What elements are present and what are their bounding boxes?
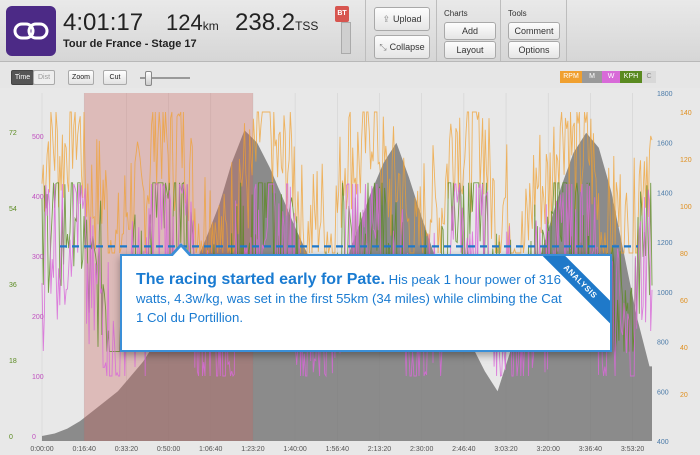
collapse-button[interactable]: ⤡ Collapse: [374, 35, 430, 59]
analysis-ribbon: ANALYSIS: [540, 256, 610, 326]
cadence-tick-label: 60: [680, 298, 688, 305]
x-tick-label: 0:50:00: [157, 446, 180, 453]
legend-c-toggle[interactable]: C: [642, 71, 656, 83]
ride-title: Tour de France - Stage 17: [63, 38, 197, 50]
upload-icon: ⇪: [382, 14, 390, 24]
x-tick-label: 1:40:00: [283, 446, 306, 453]
power-tick-label: 500: [32, 134, 44, 141]
ride-distance: 124km: [166, 10, 219, 36]
callout-body: His peak 1 hour power of 316 watts, 4.3w…: [136, 272, 562, 325]
power-tick-label: 0: [32, 434, 36, 441]
elevation-tick-label: 400: [657, 439, 669, 446]
cut-button[interactable]: Cut: [103, 70, 127, 85]
cadence-tick-label: 80: [680, 251, 688, 258]
power-tick-label: 100: [32, 374, 44, 381]
cadence-tick-label: 20: [680, 392, 688, 399]
upload-label: Upload: [393, 14, 422, 24]
bt-tag-icon[interactable]: BT: [335, 6, 349, 22]
elevation-tick-label: 1000: [657, 290, 673, 297]
top-bar: 4:01:17 124km 238.2TSS Tour de France - …: [0, 0, 700, 62]
divider: [436, 0, 437, 61]
cadence-tick-label: 140: [680, 110, 692, 117]
power-tick-label: 400: [32, 194, 44, 201]
tss-unit: TSS: [295, 19, 319, 33]
add-chart-button[interactable]: Add: [444, 22, 496, 40]
zoom-slider-handle[interactable]: [144, 71, 152, 86]
chain-link-logo: [6, 6, 56, 56]
elevation-tick-label: 1400: [657, 190, 673, 197]
tss-value: 238.2: [235, 9, 296, 36]
ribbon-wrapper: ANALYSIS: [540, 256, 610, 326]
elevation-tick-label: 800: [657, 340, 669, 347]
elevation-tick-label: 1800: [657, 91, 673, 98]
callout-headline: The racing started early for Pate.: [136, 271, 385, 288]
x-tick-label: 0:16:40: [73, 446, 96, 453]
comment-button[interactable]: Comment: [508, 22, 560, 40]
speed-tick-label: 18: [9, 358, 17, 365]
speed-tick-label: 72: [9, 130, 17, 137]
analysis-callout: The racing started early for Pate. His p…: [120, 243, 612, 352]
x-tick-label: 2:13:20: [368, 446, 391, 453]
cadence-tick-label: 40: [680, 345, 688, 352]
x-tick-label: 1:23:20: [241, 446, 264, 453]
speed-tick-label: 36: [9, 282, 17, 289]
x-tick-label: 3:53:20: [621, 446, 644, 453]
x-tick-label: 3:20:00: [537, 446, 560, 453]
power-tick-label: 300: [32, 254, 44, 261]
elevation-tick-label: 1200: [657, 240, 673, 247]
elevation-tick-label: 600: [657, 389, 669, 396]
x-tick-label: 1:56:40: [326, 446, 349, 453]
legend-w-toggle[interactable]: W: [602, 71, 620, 83]
distance-value: 124: [166, 10, 203, 35]
time-axis-toggle[interactable]: Time: [11, 70, 34, 85]
callout-text: The racing started early for Pate. His p…: [136, 270, 566, 327]
series-rpm-line: [41, 111, 653, 255]
elevation-tick-label: 1600: [657, 141, 673, 148]
divider: [566, 0, 567, 61]
layout-button[interactable]: Layout: [444, 41, 496, 59]
zoom-slider-track[interactable]: [140, 77, 190, 79]
callout-tail-inner: [171, 247, 191, 258]
distance-axis-toggle[interactable]: Dist: [33, 70, 55, 85]
legend-rpm-toggle[interactable]: RPM: [560, 71, 582, 83]
x-tick-label: 3:36:40: [579, 446, 602, 453]
x-tick-label: 0:33:20: [115, 446, 138, 453]
charts-group-label: Charts: [444, 9, 468, 18]
cadence-tick-label: 100: [680, 204, 692, 211]
training-stress-score: 238.2TSS: [235, 9, 318, 37]
x-tick-label: 0:00:00: [30, 446, 53, 453]
tools-group-label: Tools: [508, 9, 527, 18]
collapse-label: Collapse: [389, 42, 425, 52]
divider: [500, 0, 501, 61]
divider: [365, 0, 366, 61]
x-tick-label: 2:30:00: [410, 446, 433, 453]
x-tick-label: 2:46:40: [452, 446, 475, 453]
collapse-icon: ⤡: [379, 42, 387, 52]
legend-kph-toggle[interactable]: KPH: [620, 71, 642, 83]
battery-icon: [341, 22, 351, 54]
speed-tick-label: 0: [9, 434, 13, 441]
zoom-button[interactable]: Zoom: [68, 70, 94, 85]
chart-controls: Time Dist Zoom Cut: [0, 62, 700, 88]
cadence-tick-label: 120: [680, 157, 692, 164]
x-tick-label: 3:03:20: [494, 446, 517, 453]
upload-button[interactable]: ⇪ Upload: [374, 7, 430, 31]
speed-tick-label: 54: [9, 206, 17, 213]
ride-duration: 4:01:17: [63, 9, 144, 36]
legend-m-toggle[interactable]: M: [582, 71, 602, 83]
distance-unit: km: [202, 19, 219, 33]
x-tick-label: 1:06:40: [199, 446, 222, 453]
options-button[interactable]: Options: [508, 41, 560, 59]
power-tick-label: 200: [32, 314, 44, 321]
